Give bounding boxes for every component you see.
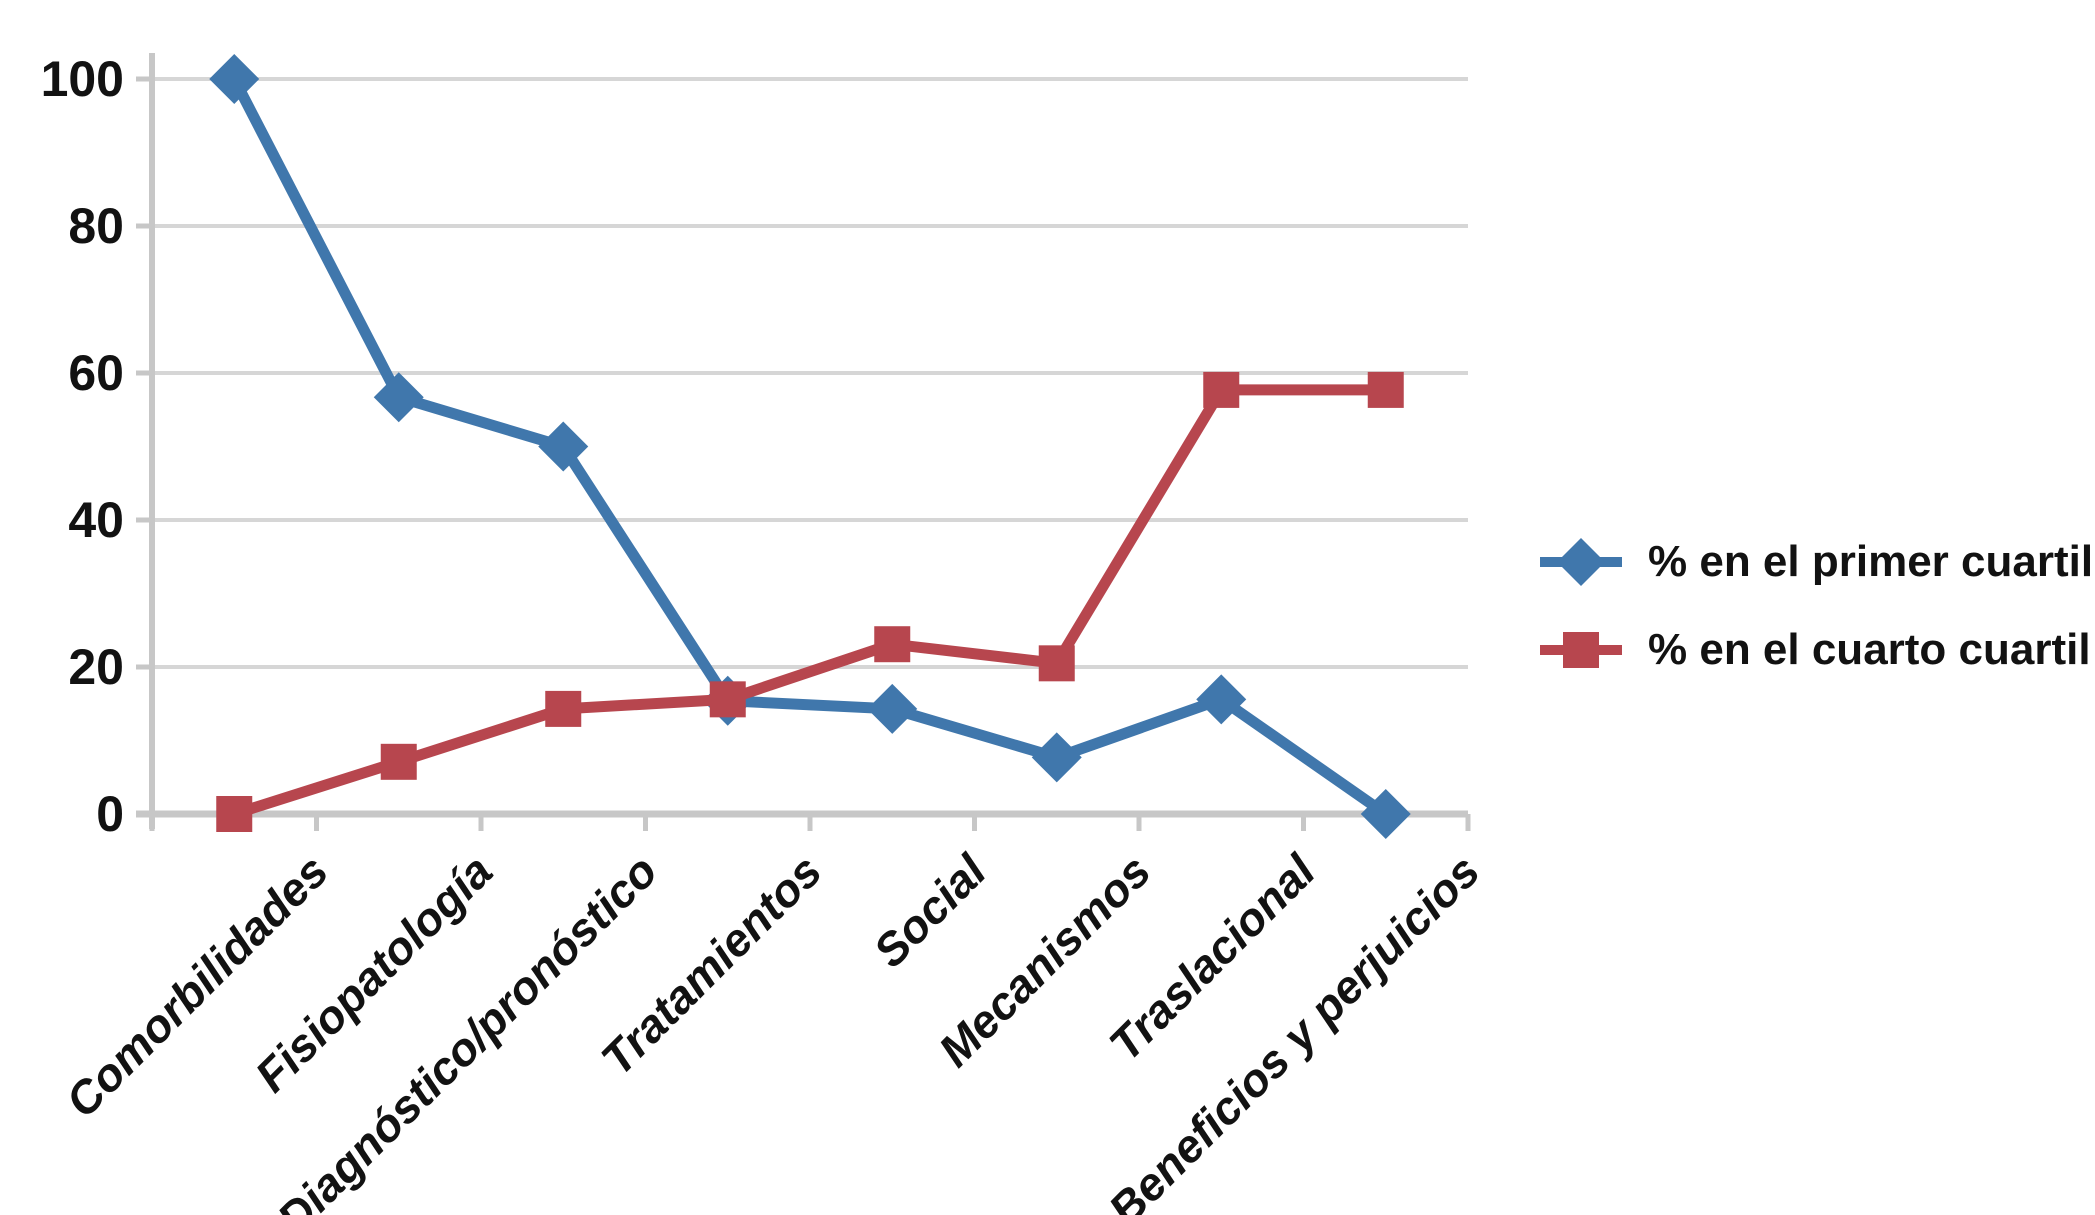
y-axis-tick-label: 20 <box>68 639 124 695</box>
legend: % en el primer cuartil % en el cuarto cu… <box>1540 536 2093 712</box>
y-axis-tick-label: 80 <box>68 198 124 254</box>
marker-diamond-series-1 <box>1196 674 1247 725</box>
marker-diamond-series-1 <box>1031 732 1082 783</box>
legend-item-primer-cuartil: % en el primer cuartil <box>1540 536 2093 588</box>
marker-square-series-2 <box>874 626 911 663</box>
marker-diamond-series-1 <box>373 372 424 423</box>
y-axis-tick-label: 0 <box>96 786 124 842</box>
legend-square-icon <box>1540 632 1622 668</box>
y-axis-tick-label: 40 <box>68 492 124 548</box>
marker-square-series-2 <box>1203 371 1240 408</box>
legend-square-marker <box>1563 632 1599 668</box>
y-axis-tick-label: 100 <box>41 51 124 107</box>
legend-diamond-marker <box>1557 538 1605 586</box>
marker-square-series-2 <box>709 681 746 718</box>
marker-diamond-series-1 <box>538 421 589 472</box>
y-axis-tick-label: 60 <box>68 345 124 401</box>
marker-square-series-2 <box>380 743 417 780</box>
legend-item-cuarto-cuartil: % en el cuarto cuartil <box>1540 624 2093 676</box>
marker-diamond-series-1 <box>1360 789 1411 839</box>
marker-square-series-2 <box>216 796 253 832</box>
marker-square-series-2 <box>1038 645 1075 682</box>
series-line-1 <box>228 73 1392 820</box>
marker-diamond-series-1 <box>209 54 260 104</box>
legend-diamond-icon <box>1540 538 1622 586</box>
marker-square-series-2 <box>545 690 582 727</box>
marker-square-series-2 <box>1367 371 1404 408</box>
legend-label-cuarto-cuartil: % en el cuarto cuartil <box>1648 625 2091 674</box>
series-line-2 <box>228 384 1392 820</box>
marker-diamond-series-1 <box>867 683 918 734</box>
legend-label-primer-cuartil: % en el primer cuartil <box>1648 537 2094 586</box>
